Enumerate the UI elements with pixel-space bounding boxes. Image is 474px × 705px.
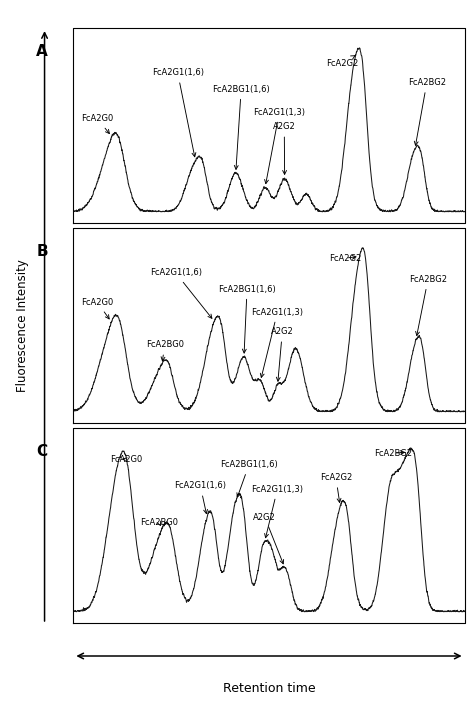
Text: A2G2: A2G2: [273, 123, 296, 174]
Text: FcA2G2: FcA2G2: [329, 254, 362, 262]
Text: FcA2G0: FcA2G0: [82, 298, 114, 319]
Text: FcA2G2: FcA2G2: [326, 56, 358, 68]
Text: Retention time: Retention time: [223, 682, 315, 695]
Text: FcA2G0: FcA2G0: [82, 114, 114, 133]
Text: FcA2BG1(1,6): FcA2BG1(1,6): [220, 460, 278, 497]
Text: FcA2BG1(1,6): FcA2BG1(1,6): [212, 85, 270, 169]
Text: FcA2BG2: FcA2BG2: [409, 275, 447, 336]
Text: FcA2BG2: FcA2BG2: [374, 448, 412, 458]
Text: FcA2BG1(1,6): FcA2BG1(1,6): [218, 285, 276, 353]
Text: FcA2G1(1,6): FcA2G1(1,6): [150, 269, 212, 319]
Text: FcA2G1(1,3): FcA2G1(1,3): [251, 307, 303, 377]
Text: FcA2G1(1,3): FcA2G1(1,3): [251, 485, 303, 538]
Text: FcA2G1(1,3): FcA2G1(1,3): [253, 108, 305, 183]
Text: FcA2G2: FcA2G2: [320, 473, 352, 503]
Text: C: C: [36, 443, 47, 459]
Text: FcA2G1(1,6): FcA2G1(1,6): [152, 68, 204, 157]
Text: Fluorescence Intensity: Fluorescence Intensity: [16, 259, 29, 393]
Text: FcA2BG0: FcA2BG0: [146, 341, 184, 361]
Text: FcA2G0: FcA2G0: [110, 455, 143, 464]
Text: B: B: [36, 244, 48, 259]
Text: FcA2BG2: FcA2BG2: [408, 78, 446, 145]
Text: FcA2G1(1,6): FcA2G1(1,6): [174, 482, 227, 513]
Text: A2G2: A2G2: [253, 513, 283, 564]
Text: FcA2BG0: FcA2BG0: [140, 517, 178, 527]
Text: A: A: [36, 44, 48, 59]
Text: A2G2: A2G2: [271, 327, 294, 381]
